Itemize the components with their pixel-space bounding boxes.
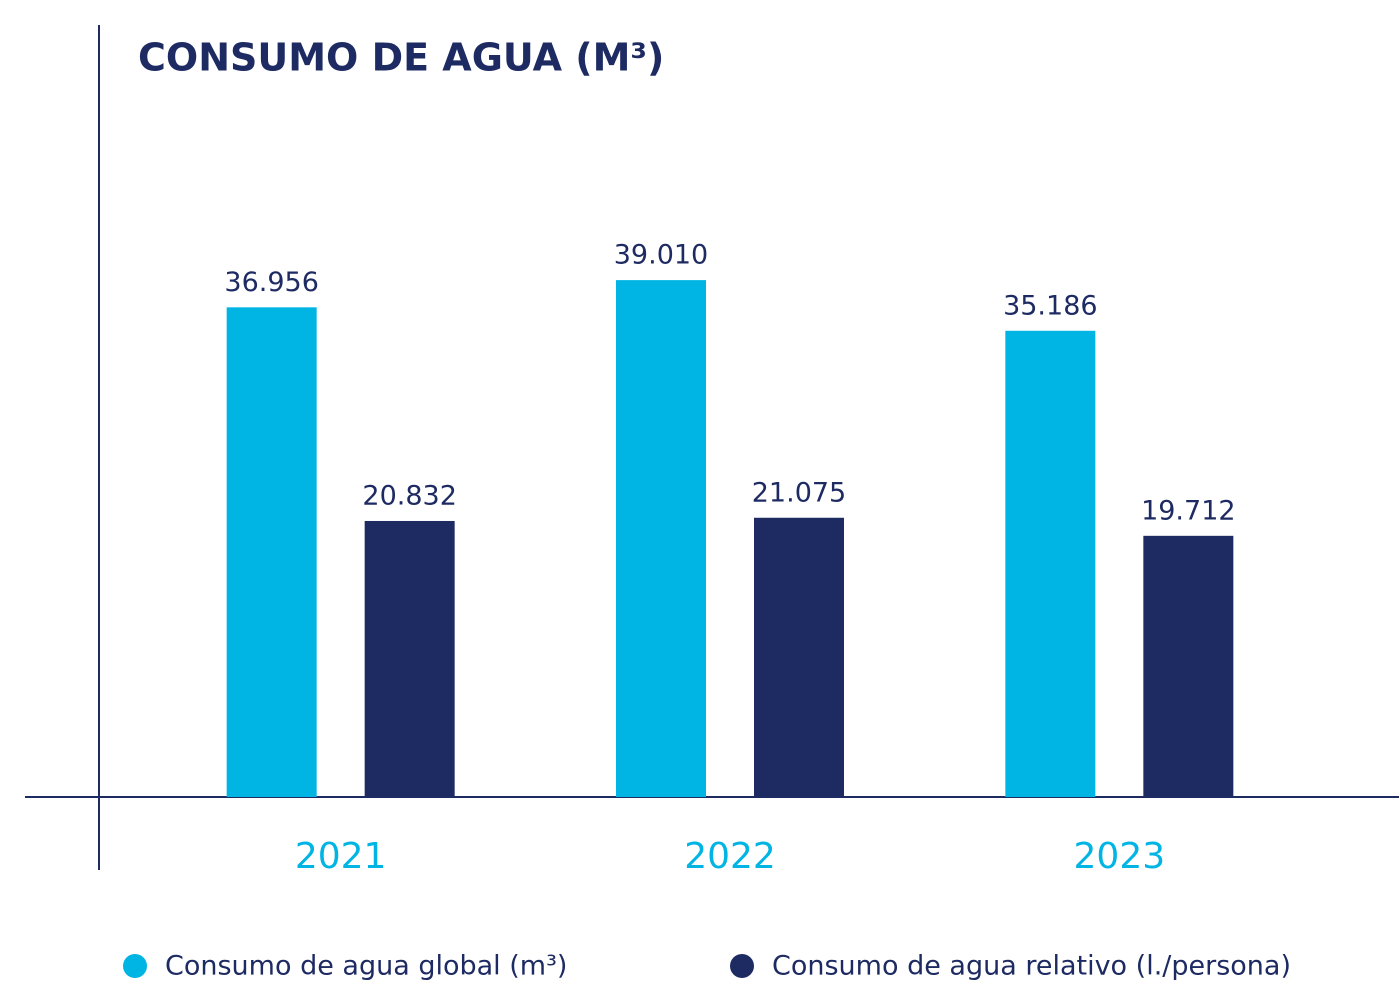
legend-label: Consumo de agua global (m³) xyxy=(165,951,567,982)
chart-title: CONSUMO DE AGUA (M³) xyxy=(138,36,664,80)
x-tick-label: 2021 xyxy=(295,836,387,877)
legend-label: Consumo de agua relativo (l./persona) xyxy=(772,951,1291,982)
value-label: 39.010 xyxy=(614,240,708,271)
legend-swatch xyxy=(730,954,754,978)
x-tick-label: 2023 xyxy=(1074,836,1166,877)
value-label: 19.712 xyxy=(1141,495,1235,526)
bar xyxy=(1143,535,1234,797)
bar xyxy=(226,307,317,797)
bar xyxy=(754,517,844,797)
value-label: 21.075 xyxy=(752,477,846,508)
bar xyxy=(616,280,706,797)
legend-swatch xyxy=(123,954,147,978)
bar xyxy=(1005,330,1096,797)
x-tick-label: 2022 xyxy=(684,836,776,877)
value-label: 36.956 xyxy=(224,267,318,298)
value-label: 20.832 xyxy=(362,480,456,511)
bar xyxy=(364,520,455,797)
value-label: 35.186 xyxy=(1003,290,1097,321)
